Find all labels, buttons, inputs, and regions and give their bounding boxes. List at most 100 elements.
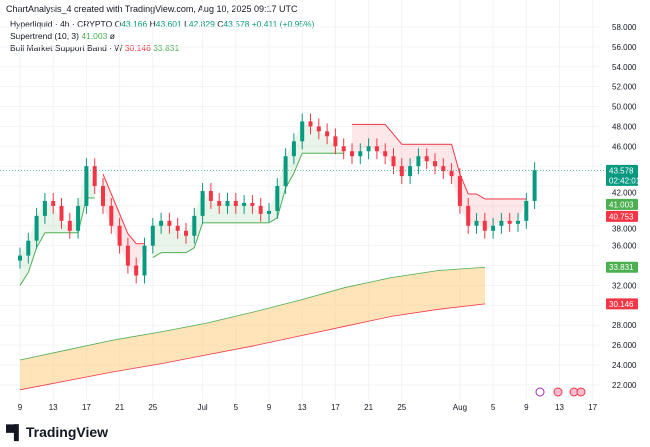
supertrend-line	[119, 213, 129, 234]
candle-body	[109, 205, 114, 226]
supertrend-legend[interactable]: Supertrend (10, 3) 41.003 ø	[10, 31, 115, 41]
us-flag-event-icon	[553, 387, 563, 397]
lightning-event-icon	[535, 387, 545, 397]
supertrend-fill	[161, 220, 170, 253]
x-tick-label: 13	[555, 403, 564, 412]
y-tick-label: 24.000	[612, 361, 637, 370]
band-low-value: 30.146	[124, 43, 151, 53]
candle-body	[350, 151, 354, 157]
candle-body	[184, 230, 188, 236]
candle-body	[333, 136, 338, 147]
supertrend-fill	[501, 198, 510, 224]
candle-body	[516, 220, 520, 224]
supertrend-fill	[252, 205, 261, 223]
supertrend-fill	[509, 198, 518, 224]
supertrend-line	[19, 272, 29, 286]
supertrend-line	[110, 193, 121, 215]
candle-body	[42, 200, 47, 216]
supertrend-fill	[69, 205, 79, 233]
price-tag-label: 40.753	[609, 212, 634, 221]
candle-body	[424, 156, 429, 162]
supertrend-fill	[443, 144, 452, 177]
supertrend-line	[36, 232, 46, 248]
candle-body	[175, 225, 180, 231]
open-label: O	[114, 19, 122, 29]
x-tick-label: 21	[115, 403, 124, 412]
supertrend-line	[276, 187, 287, 218]
candle-body	[159, 220, 164, 226]
candle-body	[358, 151, 363, 157]
candle-body	[217, 200, 222, 206]
candle-body	[59, 205, 64, 221]
candle-body	[125, 245, 130, 266]
candle-body	[208, 191, 213, 201]
x-tick-label: 25	[397, 403, 406, 412]
supertrend-fill	[327, 136, 336, 154]
price-tag	[606, 164, 638, 186]
open-value: 43.166	[121, 19, 148, 29]
candle-body	[267, 210, 271, 214]
change-value: +0.411 (+0.95%)	[251, 19, 315, 29]
supertrend-fill	[352, 124, 361, 157]
y-tick-label: 46.000	[612, 142, 637, 151]
close-label: C	[217, 19, 224, 29]
supertrend-fill	[210, 200, 220, 223]
tradingview-logo[interactable]: ▀▌ TradingView	[6, 424, 108, 440]
candle-body	[507, 220, 512, 224]
band-lower-line	[19, 303, 486, 391]
x-tick-label: 5	[234, 403, 239, 412]
supertrend-fill	[459, 174, 469, 226]
candle-body	[391, 156, 396, 167]
supertrend-fill	[518, 198, 527, 221]
price-tag-label: 33.831	[609, 263, 634, 272]
y-tick-label: 38.000	[612, 224, 637, 233]
y-tick-label: 48.000	[612, 122, 637, 131]
candle-body	[101, 186, 105, 206]
us-flag-event-icon	[576, 387, 586, 397]
supertrend-fill	[310, 126, 319, 154]
candle-body	[325, 131, 330, 137]
candle-body	[51, 200, 56, 206]
candle-body	[300, 121, 305, 142]
candle-body	[532, 170, 537, 201]
supertrend-line	[476, 193, 486, 200]
y-tick-label: 58.000	[612, 23, 637, 32]
y-tick-label: 32.000	[612, 281, 637, 290]
supertrend-fill	[219, 200, 228, 223]
x-tick-label: 17	[588, 403, 597, 412]
supertrend-fill	[61, 220, 70, 233]
candle-body	[316, 126, 321, 132]
candle-body	[291, 141, 296, 157]
supertrend-name: Supertrend (10, 3)	[10, 31, 79, 41]
supertrend-fill	[177, 230, 186, 253]
candle-body	[142, 245, 147, 276]
supertrend-fill	[111, 193, 120, 246]
y-tick-label: 36.000	[612, 242, 637, 251]
y-tick-label: 42.000	[612, 188, 637, 197]
band-legend[interactable]: Bull Market Support Band · W 30.146 33.8…	[10, 43, 179, 53]
supertrend-fill	[360, 124, 369, 152]
band-name: Bull Market Support Band · W	[10, 43, 123, 53]
price-chart[interactable]: 58.000 56.000 54.000 52.000 50.000 48.000 46.0…	[0, 0, 650, 420]
supertrend-fill	[385, 124, 394, 167]
x-tick-label: 5	[491, 403, 496, 412]
candle-body	[117, 225, 122, 246]
supertrend-fill	[277, 156, 286, 218]
supertrend-fill	[318, 131, 328, 154]
y-tick-label: 52.000	[612, 83, 637, 92]
supertrend-fill	[78, 166, 87, 233]
brand-name: TradingView	[25, 424, 109, 440]
supertrend-fill	[235, 202, 245, 223]
candle-body	[366, 146, 371, 152]
supertrend-fill	[86, 166, 95, 198]
supertrend-fill	[202, 191, 211, 223]
price-tag	[606, 198, 638, 210]
supertrend-fill	[401, 144, 411, 177]
candle-body	[242, 202, 247, 206]
price-tag-label: 41.003	[609, 200, 634, 209]
close-value: 43.578	[223, 19, 250, 29]
supertrend-fill	[152, 220, 162, 258]
candle-body	[491, 225, 496, 231]
supertrend-line	[185, 247, 195, 254]
supertrend-line	[268, 217, 278, 224]
